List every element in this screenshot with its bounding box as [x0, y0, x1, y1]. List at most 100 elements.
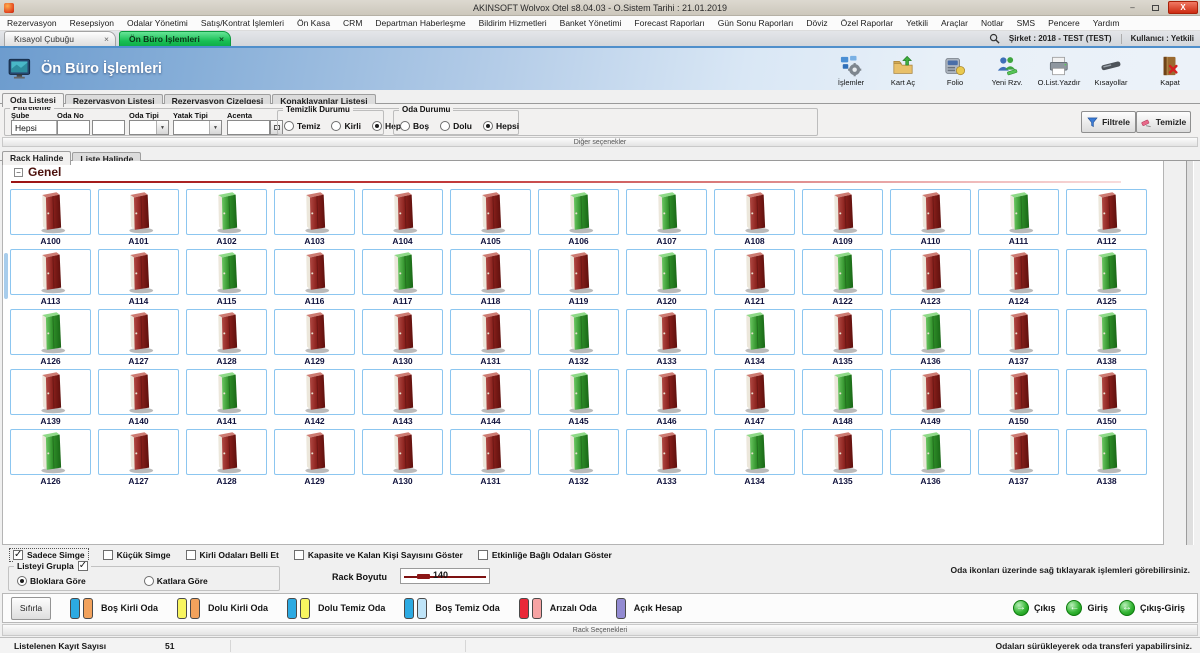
acenta-browse-button[interactable] [270, 120, 283, 135]
room-cell[interactable]: A143 [362, 369, 443, 426]
giriş-button[interactable]: ← Giriş [1066, 600, 1108, 616]
room-cell[interactable]: A132 [538, 309, 619, 366]
room-cell[interactable]: A111 [978, 189, 1059, 246]
room-cell[interactable]: A144 [450, 369, 531, 426]
menu-item-resepsiyon[interactable]: Resepsiyon [69, 18, 115, 28]
room-cell[interactable]: A110 [890, 189, 971, 246]
room-cell[interactable]: A135 [802, 429, 883, 486]
room-cell[interactable]: A145 [538, 369, 619, 426]
minimize-button[interactable]: – [1130, 3, 1135, 12]
room-cell[interactable]: A135 [802, 309, 883, 366]
room-cell[interactable]: A126 [10, 309, 91, 366]
room-cell[interactable]: A127 [98, 429, 179, 486]
menu-item-rezervasyon[interactable]: Rezervasyon [7, 18, 57, 28]
room-cell[interactable]: A134 [714, 429, 795, 486]
çıkış-button[interactable]: → Çıkış [1012, 600, 1055, 616]
menu-item-crm[interactable]: CRM [343, 18, 363, 28]
subtab-konaklayanlar-listesi[interactable]: Konaklayanlar Listesi [272, 94, 376, 107]
rack-boyutu-slider[interactable]: 140 [400, 568, 490, 584]
kapat-button[interactable]: Kapat [1144, 54, 1196, 87]
radio-temiz[interactable]: Temiz [284, 121, 320, 131]
room-cell[interactable]: A122 [802, 249, 883, 306]
oda-tipi-select[interactable]: ▼ [129, 120, 169, 135]
room-cell[interactable]: A104 [362, 189, 443, 246]
menu-item-gün-sonu-raporları[interactable]: Gün Sonu Raporları [717, 18, 794, 28]
room-cell[interactable]: A101 [98, 189, 179, 246]
close-icon[interactable]: × [104, 34, 109, 44]
menu-item-notlar[interactable]: Notlar [980, 18, 1004, 28]
acenta-input[interactable] [227, 120, 270, 135]
close-icon[interactable]: × [219, 34, 224, 44]
oda-no-input-1[interactable] [57, 120, 90, 135]
room-cell[interactable]: A131 [450, 309, 531, 366]
menu-item-yardım[interactable]: Yardım [1092, 18, 1120, 28]
room-cell[interactable]: A124 [978, 249, 1059, 306]
menu-item-sms[interactable]: SMS [1016, 18, 1036, 28]
room-cell[interactable]: A138 [1066, 429, 1147, 486]
radio-bloklara-göre[interactable]: Bloklara Göre [17, 576, 86, 586]
radio-hepsi[interactable]: Hepsi [482, 121, 519, 131]
radio-dolu[interactable]: Dolu [440, 121, 472, 131]
room-cell[interactable]: A120 [626, 249, 707, 306]
room-cell[interactable]: A141 [186, 369, 267, 426]
room-cell[interactable]: A147 [714, 369, 795, 426]
room-cell[interactable]: A150 [978, 369, 1059, 426]
room-cell[interactable]: A128 [186, 429, 267, 486]
çıkış-giriş-button[interactable]: ↔ Çıkış-Giriş [1118, 600, 1185, 616]
subtab-rezervasyon-listesi[interactable]: Rezervasyon Listesi [64, 94, 163, 107]
search-icon[interactable] [989, 33, 1000, 44]
other-options-bar[interactable]: Diğer seçenekler [2, 137, 1198, 147]
menu-item-özel-raporlar[interactable]: Özel Raporlar [840, 18, 894, 28]
room-cell[interactable]: A126 [10, 429, 91, 486]
room-cell[interactable]: A125 [1066, 249, 1147, 306]
kart-aç-button[interactable]: Kart Aç [877, 54, 929, 87]
radio-katlara-göre[interactable]: Katlara Göre [143, 576, 208, 586]
room-cell[interactable]: A109 [802, 189, 883, 246]
room-cell[interactable]: A131 [450, 429, 531, 486]
subtab-rezervasyon-çizelgesi[interactable]: Rezervasyon Çizelgesi [163, 94, 272, 107]
radio-kirli[interactable]: Kirli [331, 121, 361, 131]
menu-item-bildirim-hizmetleri[interactable]: Bildirim Hizmetleri [478, 18, 547, 28]
room-cell[interactable]: A137 [978, 309, 1059, 366]
room-cell[interactable]: A150 [1066, 369, 1147, 426]
room-cell[interactable]: A136 [890, 309, 971, 366]
menu-item-banket-yönetimi[interactable]: Banket Yönetimi [559, 18, 622, 28]
room-cell[interactable]: A100 [10, 189, 91, 246]
yeni-rzv-button[interactable]: Yeni Rzv. [981, 54, 1033, 87]
room-cell[interactable]: A137 [978, 429, 1059, 486]
room-cell[interactable]: A123 [890, 249, 971, 306]
room-cell[interactable]: A133 [626, 309, 707, 366]
tab-ön-büro-i-şlemleri[interactable]: Ön Büro İşlemleri × [119, 31, 231, 46]
filtrele-button[interactable]: Filtrele [1081, 111, 1136, 133]
room-cell[interactable]: A116 [274, 249, 355, 306]
kısayollar-button[interactable]: Kısayollar [1085, 54, 1137, 87]
menu-item-döviz[interactable]: Döviz [806, 18, 828, 28]
right-scrollbar[interactable] [1186, 161, 1194, 593]
room-cell[interactable]: A136 [890, 429, 971, 486]
checkbox-sadece-simge[interactable]: Sadece Simge [9, 548, 89, 562]
room-cell[interactable]: A114 [98, 249, 179, 306]
room-cell[interactable]: A129 [274, 429, 355, 486]
menu-item-departman-haberleşme[interactable]: Departman Haberleşme [375, 18, 466, 28]
room-cell[interactable]: A106 [538, 189, 619, 246]
room-cell[interactable]: A130 [362, 309, 443, 366]
room-cell[interactable]: A113 [10, 249, 91, 306]
temizle-button[interactable]: Temizle [1136, 111, 1191, 133]
room-cell[interactable]: A103 [274, 189, 355, 246]
room-cell[interactable]: A108 [714, 189, 795, 246]
close-button[interactable]: X [1168, 1, 1198, 14]
checkbox-kirli-odaları-belli-et[interactable]: Kirli Odaları Belli Et [185, 550, 279, 560]
tab-kısayol-çubuğu[interactable]: Kısayol Çubuğu × [4, 31, 116, 46]
o-list-yazdır-button[interactable]: O.List.Yazdır [1033, 54, 1085, 87]
room-cell[interactable]: A133 [626, 429, 707, 486]
oda-no-input-2[interactable] [92, 120, 125, 135]
i-şlemler-button[interactable]: İşlemler [825, 54, 877, 87]
room-cell[interactable]: A128 [186, 309, 267, 366]
collapse-icon[interactable]: − [14, 167, 23, 177]
room-cell[interactable]: A142 [274, 369, 355, 426]
menu-item-pencere[interactable]: Pencere [1048, 18, 1080, 28]
room-cell[interactable]: A146 [626, 369, 707, 426]
yatak-tipi-select[interactable]: ▼ [173, 120, 222, 135]
room-cell[interactable]: A149 [890, 369, 971, 426]
room-cell[interactable]: A115 [186, 249, 267, 306]
